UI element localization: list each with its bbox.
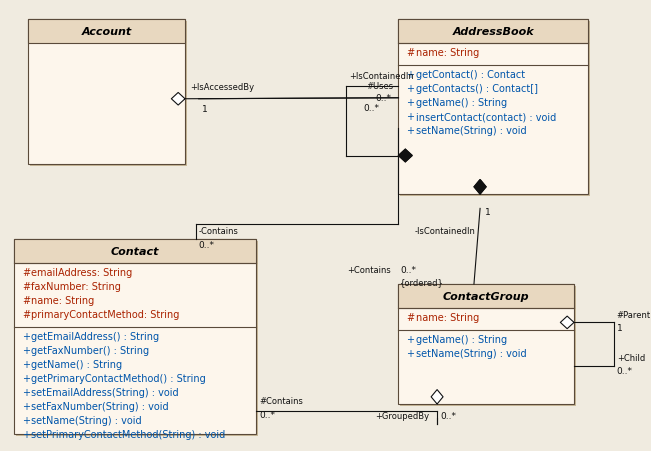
Text: primaryContactMethod: String: primaryContactMethod: String [31,309,180,319]
Text: +: + [406,112,414,122]
Text: +: + [406,126,414,136]
Bar [400,286,576,406]
Text: {ordered}: {ordered} [400,278,444,287]
Bar [29,20,185,44]
Bar [14,239,256,434]
Text: getFaxNumber() : String: getFaxNumber() : String [31,345,150,355]
Text: ContactGroup: ContactGroup [443,291,529,301]
Polygon shape [474,180,486,194]
Text: #: # [22,295,30,305]
Polygon shape [561,317,574,329]
Text: name: String: name: String [415,312,479,322]
Text: insertContact(contact) : void: insertContact(contact) : void [415,112,556,122]
Text: getContacts() : Contact[]: getContacts() : Contact[] [415,84,538,94]
Text: name: String: name: String [415,48,479,58]
Text: 1: 1 [616,323,622,332]
Text: setEmailAddress(String) : void: setEmailAddress(String) : void [31,387,179,397]
Polygon shape [431,390,443,404]
Bar [31,22,187,166]
Text: +: + [22,387,30,397]
Text: Account: Account [81,27,132,37]
Text: #Contains: #Contains [259,396,303,405]
Text: 0..*: 0..* [375,94,391,103]
Text: +: + [22,401,30,411]
Text: +: + [406,98,414,108]
Text: +Contains: +Contains [347,266,391,275]
Text: getEmailAddress() : String: getEmailAddress() : String [31,331,159,341]
Text: +: + [22,345,30,355]
Bar [398,20,589,194]
Text: name: String: name: String [31,295,94,305]
Text: +: + [22,373,30,383]
Text: #: # [406,312,414,322]
Text: +IsContainedIn: +IsContainedIn [349,72,414,81]
Text: 0..*: 0..* [259,410,275,419]
Bar [400,22,590,197]
Text: setFaxNumber(String) : void: setFaxNumber(String) : void [31,401,169,411]
Text: faxNumber: String: faxNumber: String [31,281,121,291]
Text: #: # [22,309,30,319]
Bar [398,285,574,404]
Text: 1: 1 [202,105,208,114]
Text: #: # [22,267,30,277]
Text: #Uses: #Uses [367,82,394,91]
Text: +GroupedBy: +GroupedBy [376,412,430,421]
Text: AddressBook: AddressBook [452,27,534,37]
Text: Contact: Contact [111,246,159,257]
Text: getName() : String: getName() : String [415,334,506,344]
Text: 0..*: 0..* [363,104,380,113]
Text: emailAddress: String: emailAddress: String [31,267,133,277]
Text: 0..*: 0..* [616,366,633,375]
Text: +Child: +Child [616,353,645,362]
Text: +: + [22,429,30,439]
Text: -IsContainedIn: -IsContainedIn [415,227,475,236]
Text: #: # [406,48,414,58]
Text: #: # [22,281,30,291]
Text: getName() : String: getName() : String [31,359,122,369]
Bar [398,285,574,308]
Text: getName() : String: getName() : String [415,98,506,108]
Text: #Parent: #Parent [616,310,651,319]
Text: setPrimaryContactMethod(String) : void: setPrimaryContactMethod(String) : void [31,429,225,439]
Bar [14,239,256,263]
Text: -Contains: -Contains [199,227,238,236]
Bar [398,20,589,44]
Polygon shape [398,150,412,162]
Text: setName(String) : void: setName(String) : void [415,126,526,136]
Text: +IsAccessedBy: +IsAccessedBy [189,83,254,92]
Text: +: + [22,415,30,425]
Text: +: + [406,84,414,94]
Text: setName(String) : void: setName(String) : void [415,348,526,358]
Text: setName(String) : void: setName(String) : void [31,415,142,425]
Text: +: + [22,331,30,341]
Bar [16,241,258,436]
Text: 0..*: 0..* [199,241,215,250]
Text: getContact() : Contact: getContact() : Contact [415,70,525,80]
Text: 0..*: 0..* [400,266,417,275]
Text: +: + [406,70,414,80]
Text: +: + [22,359,30,369]
Text: 1: 1 [485,208,491,217]
Polygon shape [171,93,185,106]
Text: +: + [406,334,414,344]
Bar [29,20,185,165]
Text: 0..*: 0..* [440,412,456,421]
Text: getPrimaryContactMethod() : String: getPrimaryContactMethod() : String [31,373,206,383]
Text: +: + [406,348,414,358]
